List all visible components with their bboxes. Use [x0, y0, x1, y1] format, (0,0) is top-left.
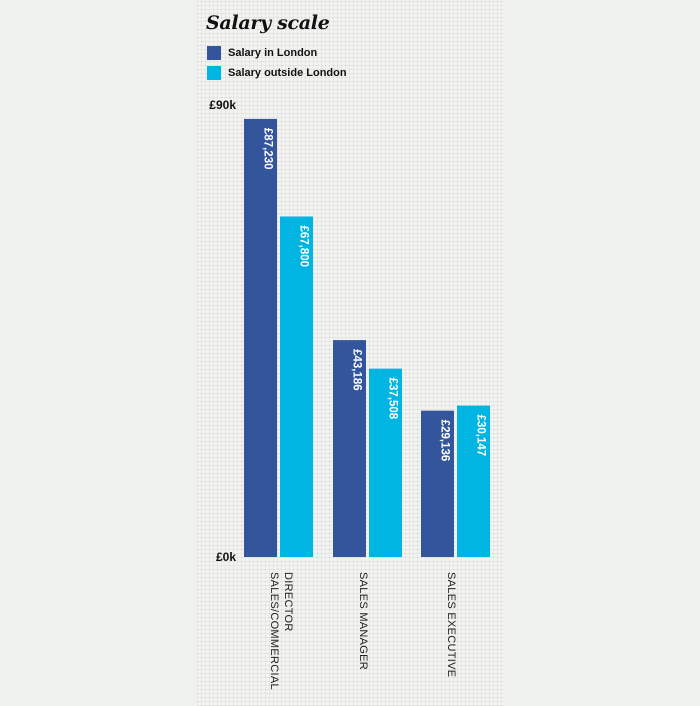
bar	[333, 340, 366, 557]
bar-value-label: £43,186	[351, 349, 363, 391]
legend-swatch-outside-london	[207, 66, 221, 80]
bar	[421, 410, 454, 557]
bar	[457, 405, 490, 557]
y-tick-label: £90k	[209, 98, 236, 112]
bar-value-label: £29,136	[439, 420, 451, 462]
category-label: SALES/COMMERCIAL	[268, 572, 280, 690]
category-label: SALES MANAGER	[357, 572, 369, 670]
legend-item-london: Salary in London	[207, 46, 317, 60]
bar-value-label: £37,508	[387, 378, 399, 420]
bar	[369, 368, 402, 557]
y-tick-label: £0k	[216, 550, 236, 564]
legend-label-outside-london: Salary outside London	[228, 67, 347, 79]
category-label: DIRECTOR	[282, 572, 294, 632]
bar	[280, 216, 313, 557]
category-label: SALES EXECUTIVE	[445, 572, 457, 677]
legend-swatch-london	[207, 46, 221, 60]
legend-item-outside-london: Salary outside London	[207, 66, 347, 80]
bar-value-label: £67,800	[298, 225, 310, 267]
legend-label-london: Salary in London	[228, 47, 318, 59]
chart-title: Salary scale	[206, 12, 330, 34]
bar-value-label: £87,230	[262, 128, 274, 170]
bar-value-label: £30,147	[475, 415, 487, 457]
bar	[244, 118, 277, 557]
